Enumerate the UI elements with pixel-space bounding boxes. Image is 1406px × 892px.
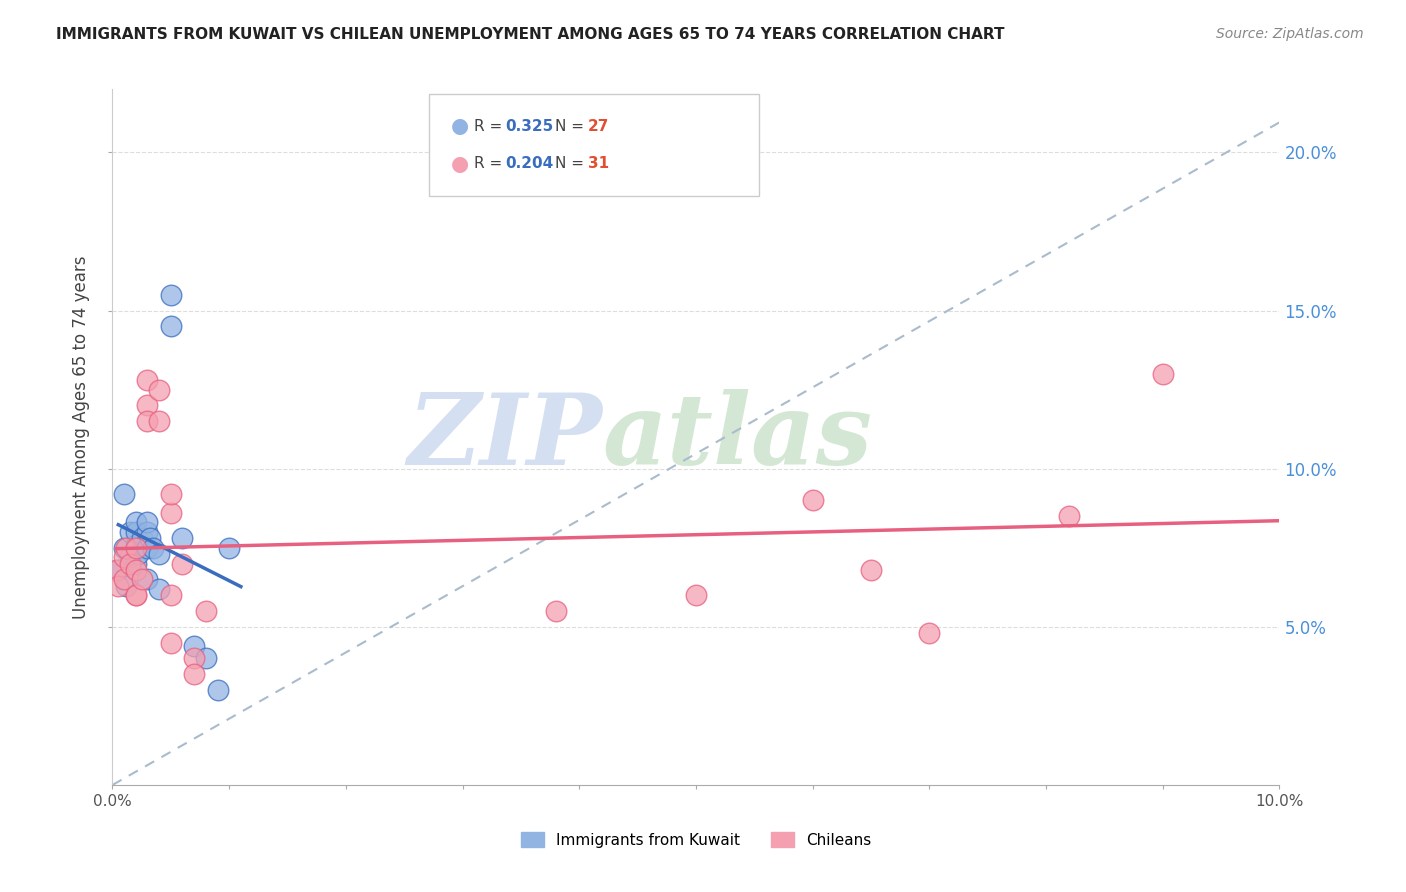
Point xyxy=(860,563,883,577)
Text: N =: N = xyxy=(555,156,589,171)
Text: IMMIGRANTS FROM KUWAIT VS CHILEAN UNEMPLOYMENT AMONG AGES 65 TO 74 YEARS CORRELA: IMMIGRANTS FROM KUWAIT VS CHILEAN UNEMPL… xyxy=(56,27,1005,42)
Point xyxy=(136,399,159,413)
Point xyxy=(115,579,138,593)
Text: ZIP: ZIP xyxy=(408,389,603,485)
Point xyxy=(139,531,162,545)
Point xyxy=(207,683,229,698)
Point xyxy=(136,414,159,428)
Point xyxy=(183,667,205,681)
Point xyxy=(136,541,159,555)
Text: 0.204: 0.204 xyxy=(505,156,553,171)
Point xyxy=(131,573,153,587)
Point xyxy=(115,541,138,555)
Point xyxy=(1059,509,1081,524)
Point xyxy=(125,588,148,602)
Y-axis label: Unemployment Among Ages 65 to 74 years: Unemployment Among Ages 65 to 74 years xyxy=(72,255,90,619)
Point xyxy=(131,531,153,545)
Point xyxy=(136,573,159,587)
Text: Source: ZipAtlas.com: Source: ZipAtlas.com xyxy=(1216,27,1364,41)
Text: R =: R = xyxy=(474,119,508,134)
Point xyxy=(112,573,135,587)
Point xyxy=(160,506,183,520)
Text: 27: 27 xyxy=(588,119,609,134)
Point xyxy=(125,538,148,552)
Point xyxy=(107,579,129,593)
Point xyxy=(183,639,205,653)
Point xyxy=(118,524,141,539)
Point xyxy=(112,550,135,565)
Point xyxy=(194,651,217,665)
Point xyxy=(685,588,707,602)
Point xyxy=(183,651,205,665)
Point xyxy=(125,541,148,555)
Text: atlas: atlas xyxy=(603,389,873,485)
Point xyxy=(142,541,165,555)
Point xyxy=(160,287,183,301)
Point xyxy=(148,383,170,397)
Text: ●: ● xyxy=(451,116,470,136)
Point xyxy=(136,516,159,530)
Point xyxy=(194,604,217,618)
Point xyxy=(160,487,183,501)
Legend: Immigrants from Kuwait, Chileans: Immigrants from Kuwait, Chileans xyxy=(515,826,877,854)
Point xyxy=(160,319,183,334)
Point xyxy=(104,563,127,577)
Point xyxy=(118,550,141,565)
Text: 31: 31 xyxy=(588,156,609,171)
Text: ●: ● xyxy=(451,153,470,174)
Point xyxy=(125,588,148,602)
Point xyxy=(172,557,194,571)
Point xyxy=(148,547,170,561)
Point xyxy=(160,588,183,602)
Point xyxy=(112,487,135,501)
Text: 0.325: 0.325 xyxy=(505,119,553,134)
Text: N =: N = xyxy=(555,119,589,134)
Point xyxy=(918,626,941,640)
Point xyxy=(127,547,149,561)
Point xyxy=(136,373,159,387)
Point xyxy=(160,635,183,649)
Point xyxy=(801,493,824,508)
Point xyxy=(125,516,148,530)
Point xyxy=(148,582,170,596)
Point xyxy=(118,557,141,571)
Point xyxy=(125,557,148,571)
Point xyxy=(125,563,148,577)
Point xyxy=(136,524,159,539)
Point xyxy=(125,524,148,539)
Point xyxy=(172,531,194,545)
Point xyxy=(544,604,567,618)
Point xyxy=(1152,367,1174,381)
Point xyxy=(112,541,135,555)
Point xyxy=(218,541,240,555)
Point xyxy=(107,563,129,577)
Text: R =: R = xyxy=(474,156,508,171)
Point xyxy=(148,414,170,428)
